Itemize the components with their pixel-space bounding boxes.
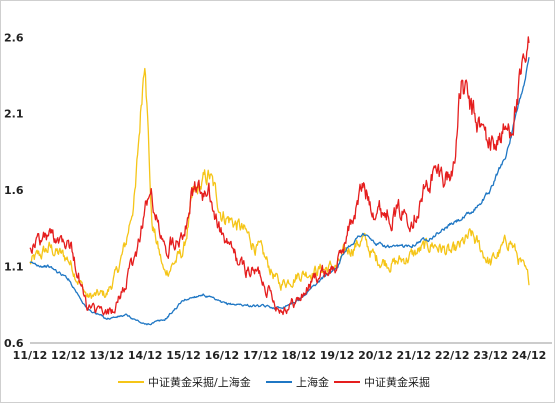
x-tick-label: 21/12 [397,349,432,362]
y-axis: 0.6 1.1 1.6 2.1 2.6 [4,31,24,350]
y-tick-label: 2.6 [4,31,24,44]
x-tick-label: 14/12 [128,349,163,362]
y-tick-label: 2.1 [4,108,24,121]
x-tick-label: 17/12 [243,349,278,362]
legend: 中证黄金采掘/上海金 上海金 中证黄金采掘 [118,375,430,389]
legend-label: 中证黄金采掘/上海金 [148,375,251,389]
series-line [29,67,530,299]
x-tick-label: 12/12 [51,349,86,362]
plot-area [29,36,530,326]
x-tick-label: 16/12 [205,349,240,362]
x-tick-label: 24/12 [512,349,547,362]
x-axis: 11/12 12/12 13/12 14/12 15/12 16/12 17/12 18/12… [13,342,552,362]
x-tick-label: 15/12 [166,349,201,362]
x-tick-label: 19/12 [320,349,355,362]
y-tick-label: 1.1 [4,261,24,274]
y-tick-label: 1.6 [4,184,24,197]
series-line [29,36,530,316]
legend-label: 中证黄金采掘 [364,375,430,389]
x-tick-label: 13/12 [89,349,124,362]
legend-label: 上海金 [296,375,329,389]
x-tick-label: 22/12 [435,349,470,362]
x-tick-label: 20/12 [358,349,393,362]
x-tick-label: 23/12 [473,349,508,362]
series-line [29,57,530,326]
y-tick-label: 0.6 [4,337,24,350]
x-tick-label: 18/12 [281,349,316,362]
x-tick-label: 11/12 [13,349,48,362]
